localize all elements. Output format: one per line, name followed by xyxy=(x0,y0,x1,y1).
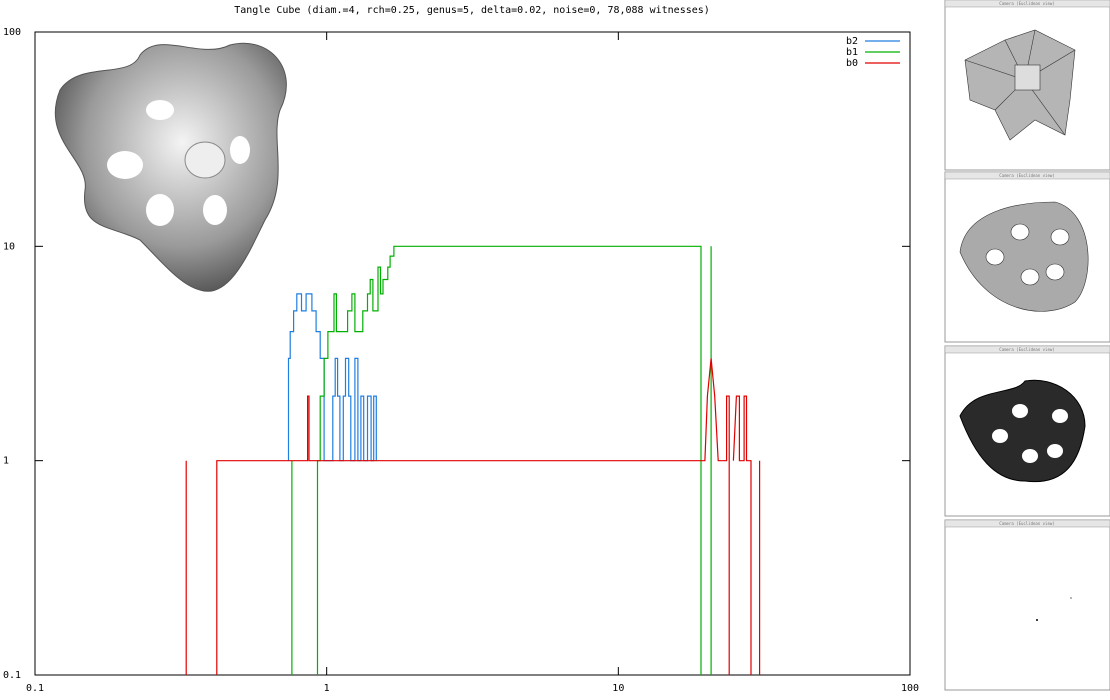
mesh-hole xyxy=(1022,449,1038,463)
panel-titlebar xyxy=(944,345,1110,354)
plot-frame xyxy=(34,31,911,676)
panel-titlebar xyxy=(944,171,1110,180)
panel-title: Camera (Euclidean view) xyxy=(999,1,1054,6)
mesh-hole xyxy=(1045,263,1065,281)
chart-title: Tangle Cube (diam.=4, rch=0.25, genus=5,… xyxy=(234,5,710,16)
y-tick-label: 1 xyxy=(3,456,9,467)
mesh-hole xyxy=(1047,444,1063,458)
x-tick-label: 0.1 xyxy=(26,683,44,694)
point xyxy=(1036,619,1038,621)
mesh xyxy=(959,201,1089,312)
mesh-hole xyxy=(1012,404,1028,418)
panel-title: Camera (Euclidean view) xyxy=(999,173,1054,178)
y-tick-label: 10 xyxy=(3,241,15,252)
mesh-hole xyxy=(1010,223,1030,241)
mesh-face xyxy=(1014,64,1041,91)
x-tick-label: 10 xyxy=(612,683,624,694)
x-tick-label: 100 xyxy=(901,683,919,694)
point xyxy=(1070,597,1072,599)
mesh-hole xyxy=(1020,268,1040,286)
panel-title: Camera (Euclidean view) xyxy=(999,521,1054,526)
legend-label: b2 xyxy=(846,36,858,47)
mesh-hole xyxy=(1050,228,1070,246)
x-tick-label: 1 xyxy=(324,683,330,694)
series-line xyxy=(185,358,761,675)
panel-title: Camera (Euclidean view) xyxy=(999,347,1054,352)
inset-render xyxy=(54,42,287,292)
panel xyxy=(944,519,1110,691)
panel-titlebar xyxy=(944,0,1110,8)
series-line xyxy=(291,245,712,675)
mesh-hole xyxy=(1052,409,1068,423)
y-tick-label: 100 xyxy=(3,27,21,38)
mesh-hole xyxy=(985,248,1005,266)
legend-label: b1 xyxy=(846,47,858,58)
legend-label: b0 xyxy=(846,58,858,69)
series-line xyxy=(287,293,377,462)
panel-titlebar xyxy=(944,519,1110,528)
mesh-hole xyxy=(992,429,1008,443)
y-tick-label: 0.1 xyxy=(3,670,21,681)
